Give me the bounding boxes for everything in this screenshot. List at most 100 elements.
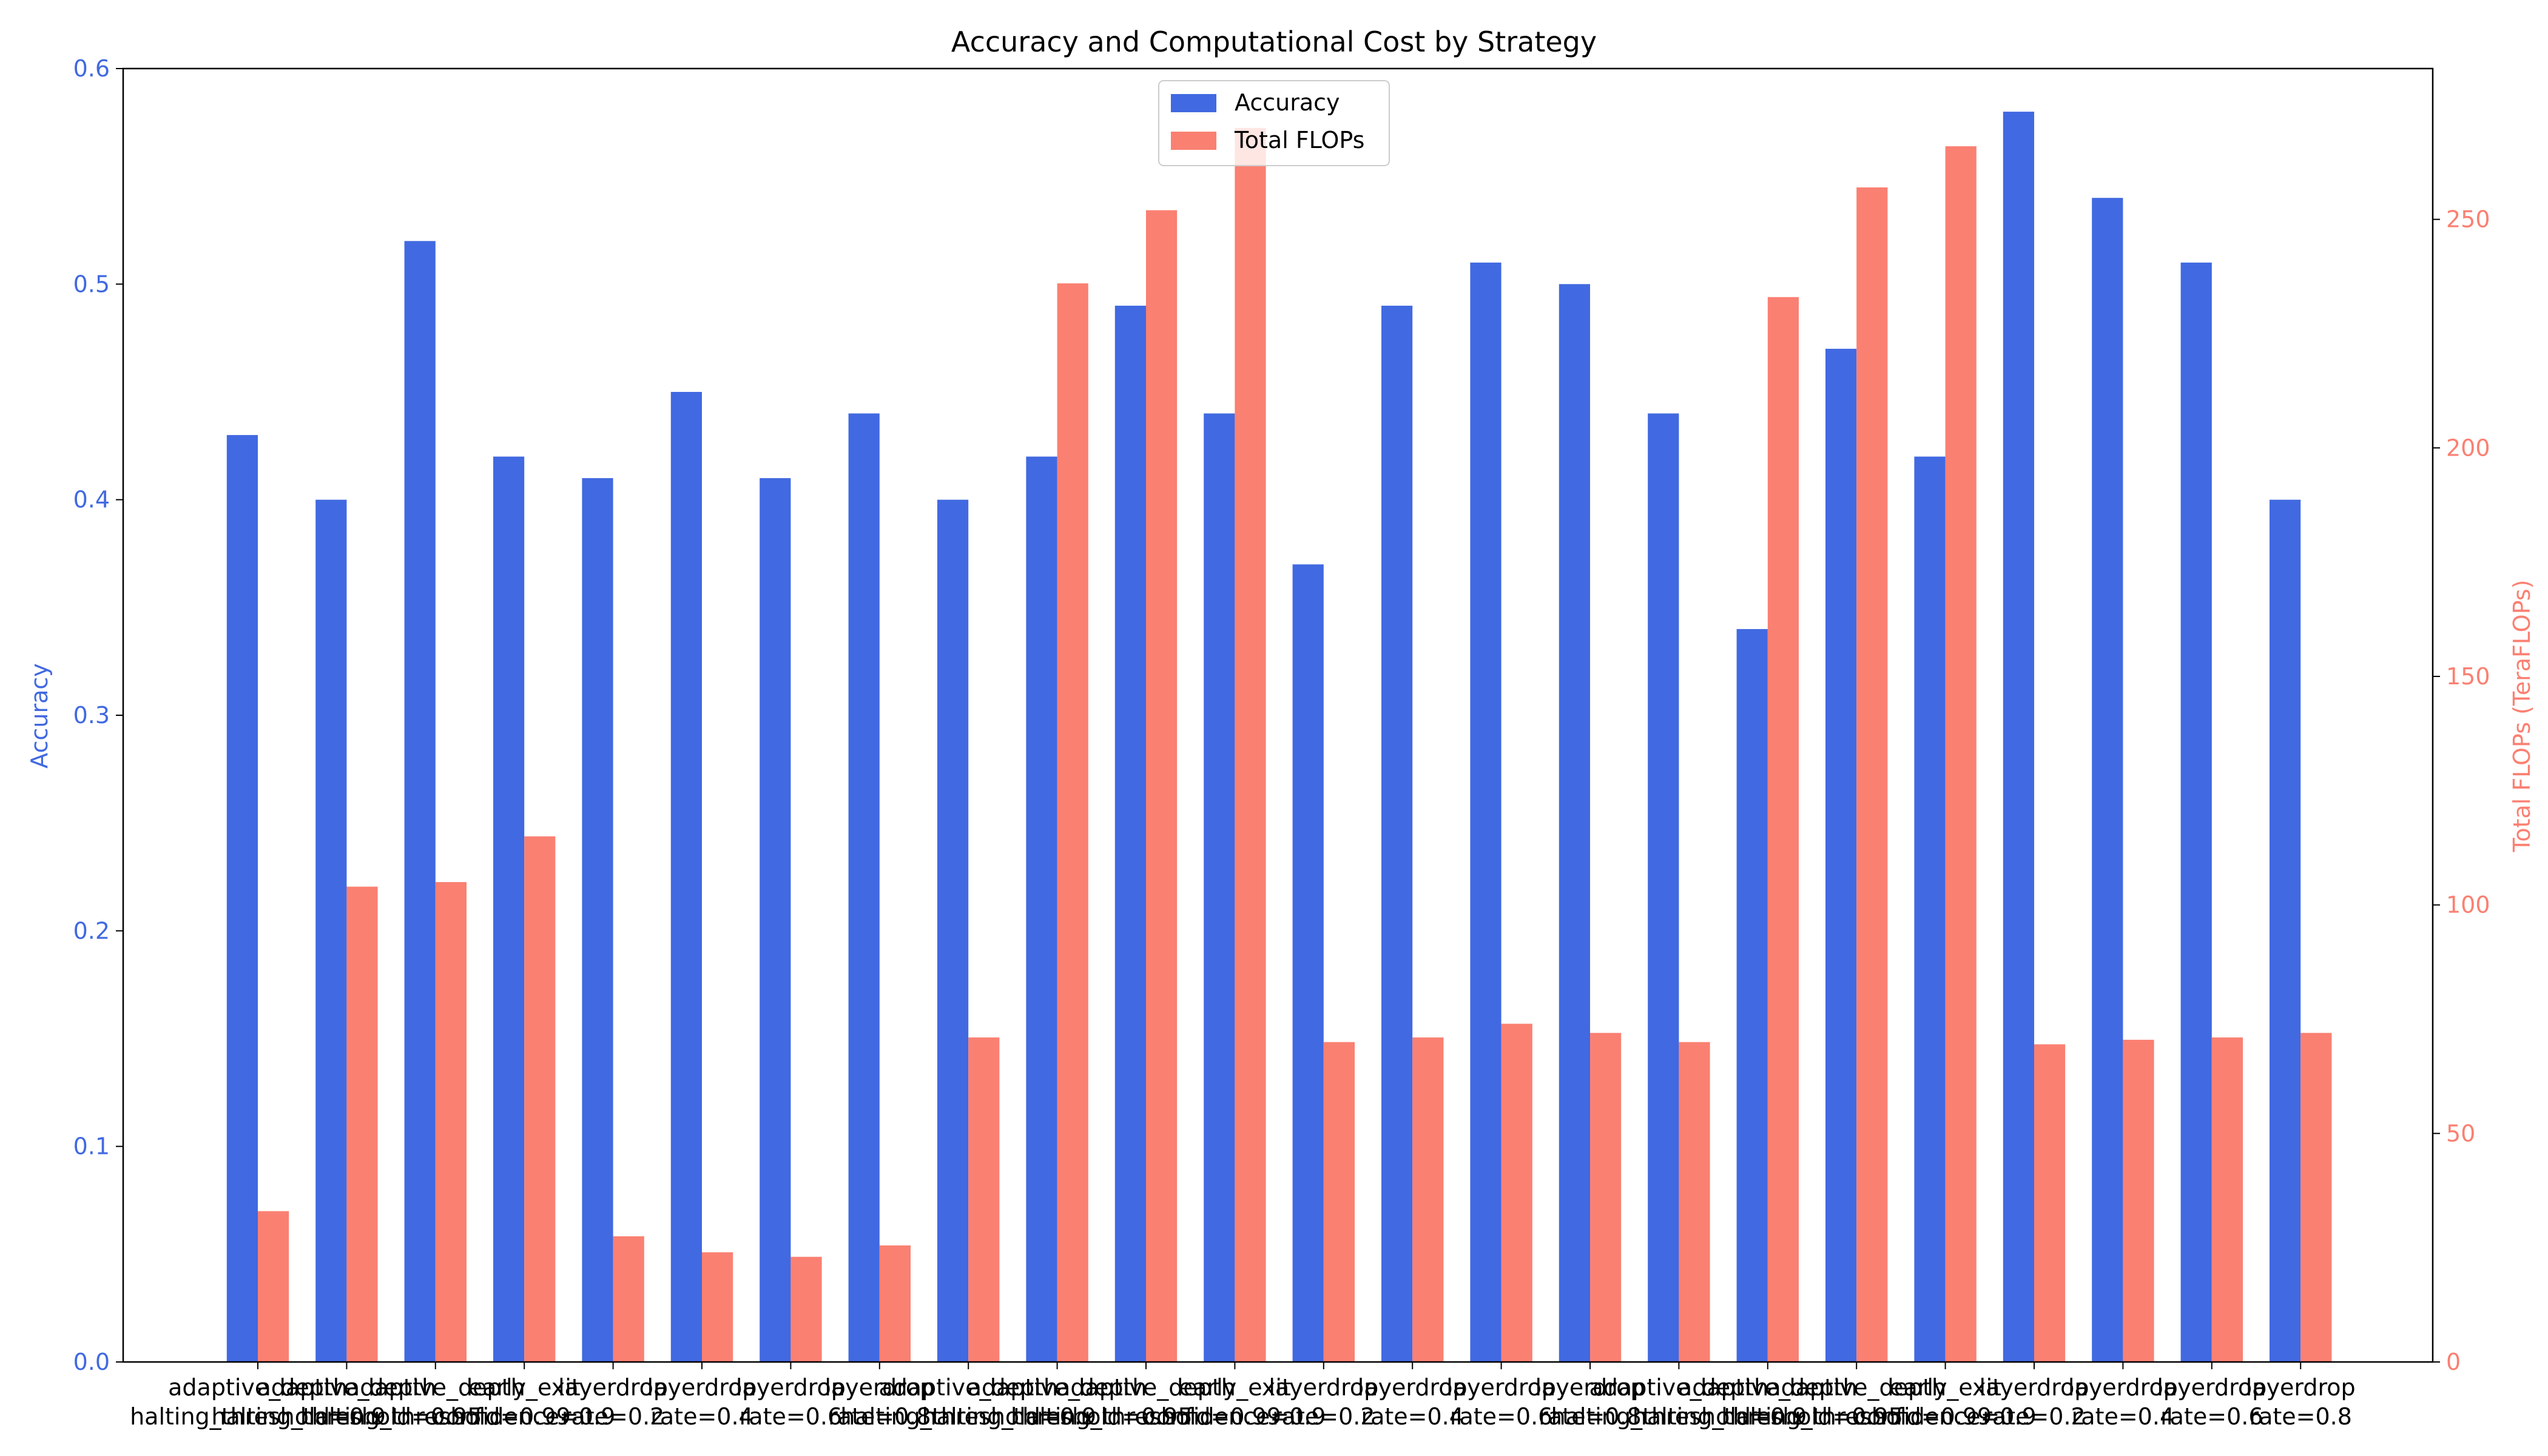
flops-bar-13 xyxy=(1412,1037,1444,1362)
axes xyxy=(122,67,2434,1363)
x-tick-label-18: adaptive_depth halting_threshold=0.99 xyxy=(1721,1374,1992,1430)
x-tick-label-22: layerdrop rate=0.6 xyxy=(2157,1374,2267,1430)
legend-label-1: Total FLOPs xyxy=(1234,127,1364,153)
flops-bar-0 xyxy=(258,1211,289,1362)
legend-swatch-0 xyxy=(1171,94,1216,112)
flops-bar-3 xyxy=(524,836,556,1362)
right-tick-label-5: 250 xyxy=(2446,206,2490,233)
left-tick-label-6: 0.6 xyxy=(73,55,110,82)
accuracy-bar-14 xyxy=(1470,262,1502,1362)
x-tick-label-5: layerdrop rate=0.4 xyxy=(647,1374,757,1430)
bars xyxy=(226,112,2332,1363)
legend-swatch-1 xyxy=(1171,132,1216,150)
legend-label-0: Accuracy xyxy=(1235,89,1340,116)
x-tick-label-6: layerdrop rate=0.6 xyxy=(736,1374,846,1430)
x-tick-label-19: early_exit confidence=0.9 xyxy=(1854,1374,2036,1430)
x-tick-label-17: adaptive_depth halting_threshold=0.95 xyxy=(1633,1374,1903,1430)
flops-bar-14 xyxy=(1501,1023,1532,1362)
accuracy-bar-15 xyxy=(1559,284,1590,1362)
accuracy-bar-18 xyxy=(1825,348,1857,1362)
y-axis-label-right: Total FLOPs (TeraFLOPs) xyxy=(2509,580,2535,853)
accuracy-bar-4 xyxy=(582,478,613,1362)
flops-bar-11 xyxy=(1235,127,1266,1362)
y-axis-label-left: Accuracy xyxy=(26,663,53,769)
accuracy-bar-23 xyxy=(2270,499,2301,1363)
right-tick-label-2: 100 xyxy=(2446,892,2490,918)
accuracy-bar-10 xyxy=(1114,305,1146,1362)
accuracy-bar-17 xyxy=(1736,629,1768,1362)
accuracy-bar-5 xyxy=(670,392,702,1362)
chart-title: Accuracy and Computational Cost by Strat… xyxy=(951,25,1597,58)
accuracy-bar-2 xyxy=(404,241,436,1362)
accuracy-bar-9 xyxy=(1026,456,1057,1362)
x-tick-label-10: adaptive_depth halting_threshold=0.99 xyxy=(1011,1374,1281,1430)
flops-bar-18 xyxy=(1856,187,1888,1362)
flops-bar-4 xyxy=(613,1236,644,1362)
x-tick-label-1: adaptive_depth halting_threshold=0.95 xyxy=(211,1374,482,1430)
right-tick-label-0: 0 xyxy=(2446,1349,2461,1375)
left-tick-label-0: 0.0 xyxy=(73,1349,110,1375)
flops-bar-20 xyxy=(2034,1044,2066,1362)
flops-bar-21 xyxy=(2123,1039,2154,1362)
right-tick-label-1: 50 xyxy=(2446,1120,2475,1147)
flops-bar-16 xyxy=(1679,1042,1710,1362)
x-tick-label-11: early_exit confidence=0.9 xyxy=(1144,1374,1326,1430)
flops-bar-10 xyxy=(1146,210,1178,1362)
flops-bar-23 xyxy=(2300,1033,2332,1362)
left-tick-label-3: 0.3 xyxy=(73,702,110,729)
left-tick-label-1: 0.1 xyxy=(73,1133,110,1160)
x-tick-label-4: layerdrop rate=0.2 xyxy=(558,1374,668,1430)
x-tick-label-3: early_exit confidence=0.9 xyxy=(433,1374,615,1430)
flops-bar-9 xyxy=(1057,283,1088,1363)
accuracy-bar-1 xyxy=(315,499,347,1363)
x-axis-ticks: adaptive_depth halting_threshold=0.9adapt… xyxy=(130,1362,2356,1430)
right-tick-label-3: 150 xyxy=(2446,663,2490,690)
accuracy-bar-8 xyxy=(937,499,969,1363)
flops-bar-6 xyxy=(790,1256,822,1362)
x-tick-label-7: layerdrop rate=0.8 xyxy=(824,1374,934,1430)
accuracy-bar-6 xyxy=(760,478,791,1362)
x-tick-label-8: adaptive_depth halting_threshold=0.9 xyxy=(840,1374,1096,1430)
left-axis-ticks: 0.0 0.1 0.2 0.3 0.4 0.5 0.6 xyxy=(73,55,123,1375)
accuracy-bar-0 xyxy=(226,435,258,1362)
x-tick-label-2: adaptive_depth halting_threshold=0.99 xyxy=(300,1374,571,1430)
legend: Accuracy Total FLOPs xyxy=(1158,80,1390,166)
flops-bar-22 xyxy=(2211,1037,2243,1362)
flops-bar-8 xyxy=(968,1037,1000,1362)
right-axis-ticks: 0 50 100 150 200 250 xyxy=(2433,206,2490,1375)
flops-bar-17 xyxy=(1767,297,1799,1363)
x-tick-label-12: layerdrop rate=0.2 xyxy=(1269,1374,1378,1430)
x-tick-label-14: layerdrop rate=0.6 xyxy=(1446,1374,1556,1430)
x-tick-label-15: layerdrop rate=0.8 xyxy=(1535,1374,1645,1430)
accuracy-bar-7 xyxy=(848,413,880,1362)
flops-bar-12 xyxy=(1323,1042,1355,1362)
x-tick-label-20: layerdrop rate=0.2 xyxy=(1980,1374,2089,1430)
x-tick-label-23: layerdrop rate=0.8 xyxy=(2246,1374,2356,1430)
right-tick-label-4: 200 xyxy=(2446,434,2490,461)
accuracy-bar-13 xyxy=(1381,305,1413,1362)
flops-bar-5 xyxy=(702,1252,733,1362)
flops-bar-19 xyxy=(1945,146,1977,1363)
plot-frame xyxy=(122,67,2434,1363)
flops-bar-1 xyxy=(346,886,378,1362)
left-tick-label-2: 0.2 xyxy=(73,917,110,944)
left-tick-label-5: 0.5 xyxy=(73,271,110,297)
accuracy-bar-21 xyxy=(2092,198,2123,1363)
x-tick-label-9: adaptive_depth halting_threshold=0.95 xyxy=(922,1374,1193,1430)
accuracy-bar-20 xyxy=(2003,112,2034,1362)
flops-bar-7 xyxy=(879,1245,911,1362)
flops-bar-2 xyxy=(435,882,467,1362)
accuracy-bar-11 xyxy=(1204,413,1235,1362)
accuracy-bar-22 xyxy=(2180,262,2212,1362)
flops-bar-15 xyxy=(1590,1033,1622,1362)
accuracy-bar-12 xyxy=(1292,564,1324,1362)
x-tick-label-21: layerdrop rate=0.4 xyxy=(2068,1374,2178,1430)
x-tick-label-16: adaptive_depth halting_threshold=0.9 xyxy=(1551,1374,1807,1430)
accuracy-bar-3 xyxy=(493,456,525,1362)
x-tick-label-13: layerdrop rate=0.4 xyxy=(1358,1374,1468,1430)
x-tick-label-0: adaptive_depth halting_threshold=0.9 xyxy=(130,1374,386,1430)
accuracy-bar-16 xyxy=(1648,413,1679,1362)
left-tick-label-4: 0.4 xyxy=(73,487,110,513)
accuracy-bar-19 xyxy=(1914,456,1946,1362)
